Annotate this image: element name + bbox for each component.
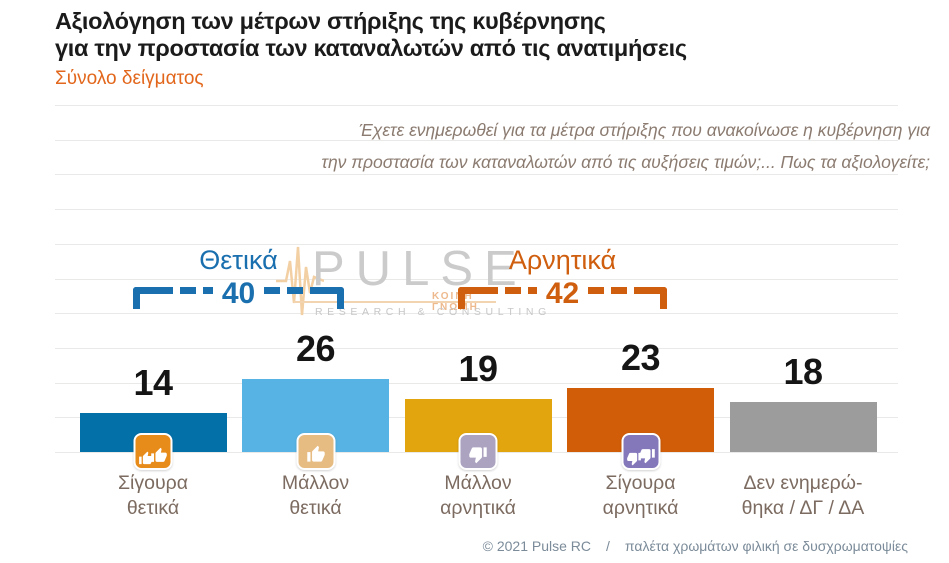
bracket-corner-left <box>458 287 482 309</box>
thumbs-down-icon <box>458 433 498 470</box>
gridline <box>55 209 898 211</box>
bracket-corner-left <box>133 287 157 309</box>
group-value-negative: 42 <box>545 277 580 310</box>
category-label: Μάλλον αρνητικά <box>381 471 576 521</box>
thumb-glyph <box>638 449 655 464</box>
bar-value-label: 23 <box>620 336 661 378</box>
gridline <box>55 139 898 141</box>
bar-column: 26 Μάλλον θετικά <box>242 0 389 563</box>
category-label-line: αρνητικά <box>440 497 516 519</box>
survey-question-line2: την προστασία των καταναλωτών από τις αυ… <box>321 152 930 172</box>
thumb-glyph <box>626 452 641 466</box>
footer-note: παλέτα χρωμάτων φιλική σε δυσχρωματοψίες <box>624 538 908 554</box>
category-label-line: Δεν ενημερώ- <box>743 472 863 494</box>
category-label-line: Μάλλον <box>444 472 512 494</box>
page-title: Αξιολόγηση των μέτρων στήριξης της κυβέρ… <box>55 8 687 62</box>
category-label: Μάλλον θετικά <box>218 471 413 521</box>
group-label-positive: Θετικά <box>199 245 278 275</box>
gridline <box>55 313 898 315</box>
bar-column: 19 Μάλλον αρνητικά <box>404 0 552 563</box>
page-title-line1: Αξιολόγηση των μέτρων στήριξης της κυβέρ… <box>55 8 606 34</box>
gridline <box>55 278 898 280</box>
category-label-line: Σίγουρα <box>605 472 676 494</box>
bracket-dash <box>482 287 537 294</box>
gridline <box>55 174 898 176</box>
watermark-divider <box>294 301 496 303</box>
watermark-sub-brand: ΚΟΙΝΗ ΓΝΩΜΗ <box>432 291 479 313</box>
category-label-line: θετικά <box>126 497 180 519</box>
bracket-corner-right <box>643 287 667 309</box>
gridline <box>55 382 898 384</box>
pulse-watermark: PULSE ΚΟΙΝΗ ΓΝΩΜΗ RESEARCH & CONSULTING <box>276 239 546 323</box>
thumbs-up-double-icon <box>133 433 173 470</box>
group-label-negative: Αρνητικά <box>508 245 617 275</box>
bar-value-label: 26 <box>295 328 336 370</box>
survey-question-line1: Έχετε ενημερωθεί για τα μέτρα στήριξης π… <box>358 120 930 140</box>
pulse-waveform-icon <box>276 246 324 316</box>
bracket-dash <box>588 287 643 294</box>
category-label: Δεν ενημερώ-θηκα / ΔΓ / ΔΑ <box>706 471 901 521</box>
thumbs-down-double-icon <box>621 433 660 470</box>
bar-column: 18 Δεν ενημερώ-θηκα / ΔΓ / ΔΑ <box>729 0 877 563</box>
bracket-dash <box>264 287 320 294</box>
bar <box>729 401 877 452</box>
category-label: Σίγουρα θετικά <box>56 471 251 521</box>
thumb-glyph <box>469 447 487 464</box>
group-bracket-negative: 42 <box>458 279 667 317</box>
page-title-line2: για την προστασία των καταναλωτών από τι… <box>55 35 687 61</box>
survey-question: Έχετε ενημερωθεί για τα μέτρα στήριξης π… <box>210 114 930 178</box>
category-label-line: θετικά <box>289 497 342 519</box>
footer-separator: / <box>606 538 610 554</box>
bar-value-label: 18 <box>783 350 823 392</box>
bar-column: 14 Σίγουρα θετικά <box>79 0 227 563</box>
bar-value-label: 14 <box>133 361 173 403</box>
thumb-glyph <box>306 445 325 462</box>
category-label-line: αρνητικά <box>602 497 679 519</box>
bracket-corner-right <box>320 287 344 309</box>
footer-copyright: © 2021 Pulse RC <box>482 538 591 554</box>
thumb-glyph <box>139 451 153 465</box>
group-value-positive: 40 <box>221 277 256 310</box>
sample-subtitle: Σύνολο δείγματος <box>55 68 204 89</box>
watermark-tagline: RESEARCH & CONSULTING <box>315 306 551 318</box>
category-label: Σίγουρα αρνητικά <box>543 471 738 521</box>
category-label-line: Σίγουρα <box>117 472 188 494</box>
bracket-dash <box>157 287 213 294</box>
gridline <box>55 347 898 349</box>
category-label-line: Μάλλον <box>281 472 350 494</box>
footer: © 2021 Pulse RC / παλέτα χρωμάτων φιλική… <box>483 538 908 554</box>
watermark-brand: PULSE <box>312 242 528 296</box>
bar-value-label: 19 <box>458 347 498 389</box>
thumb-glyph <box>151 447 167 462</box>
bar-column: 23 Σίγουρα αρνητικά <box>567 0 714 563</box>
group-bracket-positive: 40 <box>133 279 344 317</box>
gridline <box>55 105 898 106</box>
category-label-line: θηκα / ΔΓ / ΔΑ <box>741 497 865 519</box>
gridline <box>55 243 898 245</box>
thumbs-up-icon <box>296 433 335 470</box>
